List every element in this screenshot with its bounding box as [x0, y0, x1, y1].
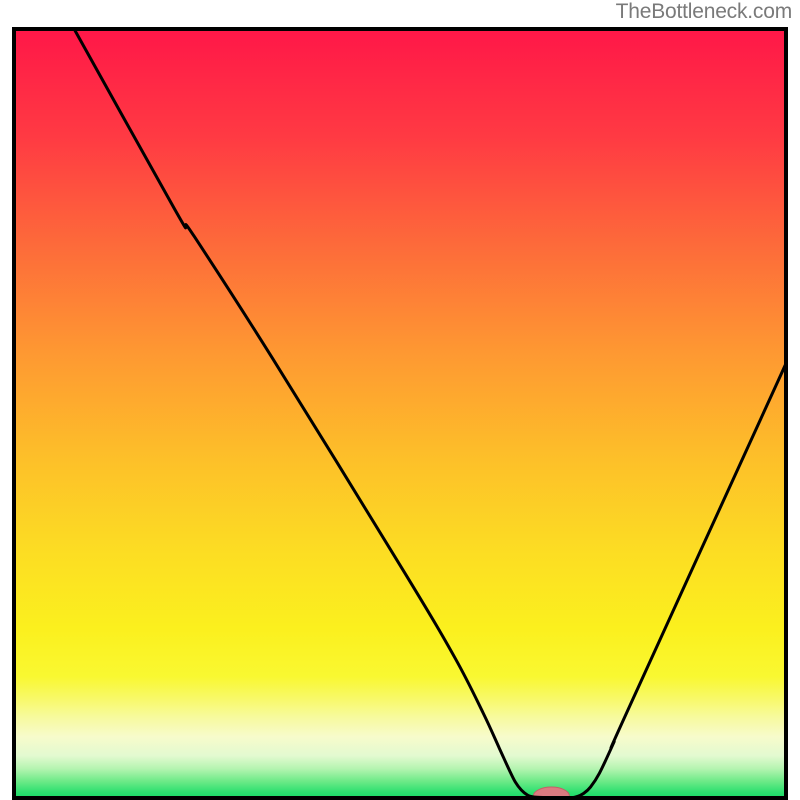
chart-background	[14, 29, 786, 798]
chart-plot-area	[12, 27, 788, 800]
watermark-text: TheBottleneck.com	[616, 0, 792, 24]
bottleneck-chart-svg	[12, 27, 788, 800]
